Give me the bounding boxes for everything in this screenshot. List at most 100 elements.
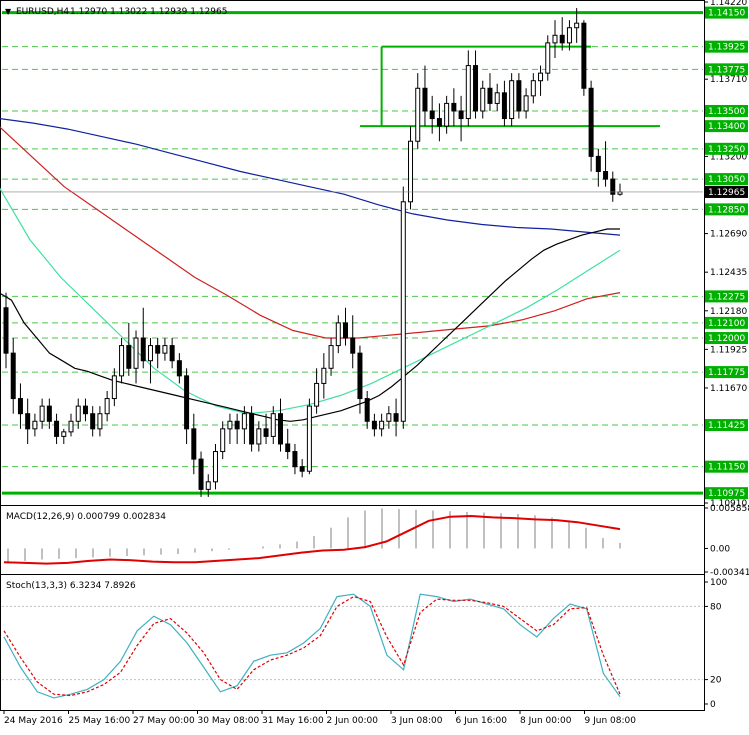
stoch-pane bbox=[2, 593, 703, 699]
time-tick-label: 31 May 16:00 bbox=[262, 716, 324, 726]
candle-body bbox=[176, 360, 182, 377]
level-label: 1.11425 bbox=[708, 421, 745, 431]
level-label-bg bbox=[705, 290, 748, 303]
candle-body bbox=[357, 352, 363, 400]
level-label-bg bbox=[705, 173, 748, 186]
candle-body bbox=[75, 405, 81, 422]
candle-body bbox=[617, 191, 623, 195]
candle-body bbox=[198, 458, 204, 490]
stoch-label: Stoch(13,3,3) 6.3234 7.8926 bbox=[6, 581, 136, 591]
candle-body bbox=[10, 352, 16, 400]
stoch-tick-label: 20 bbox=[710, 676, 722, 686]
level-label: 1.10975 bbox=[708, 489, 745, 499]
level-label: 1.12850 bbox=[708, 205, 745, 215]
level-label-bg bbox=[705, 40, 748, 53]
candle-body bbox=[487, 87, 493, 104]
candle-body bbox=[603, 171, 609, 180]
candle-body bbox=[581, 22, 587, 89]
time-tick-label: 8 Jun 00:00 bbox=[520, 716, 572, 726]
time-tick-label: 2 Jun 00:00 bbox=[327, 716, 379, 726]
candle-body bbox=[321, 367, 327, 384]
candle-body bbox=[436, 118, 442, 127]
candle-body bbox=[574, 22, 580, 29]
level-label: 1.11775 bbox=[708, 368, 745, 378]
price-tick-label: 1.12180 bbox=[710, 307, 747, 317]
macd-pane bbox=[3, 508, 621, 565]
time-tick-label: 3 Jun 08:00 bbox=[391, 716, 443, 726]
level-label: 1.13400 bbox=[708, 122, 745, 132]
candle-body bbox=[509, 80, 515, 120]
candle-body bbox=[184, 375, 190, 430]
level-label: 1.12275 bbox=[708, 292, 745, 302]
price-tick-label: 1.13200 bbox=[710, 152, 747, 162]
candle-body bbox=[61, 431, 67, 437]
stoch-main-line bbox=[3, 593, 621, 699]
level-label-bg bbox=[705, 6, 748, 19]
candle-body bbox=[566, 27, 572, 44]
candle-body bbox=[306, 405, 312, 472]
candle-body bbox=[90, 413, 96, 430]
price-tick-label: 1.13710 bbox=[710, 75, 747, 85]
stoch-tick-label: 80 bbox=[710, 602, 722, 612]
price-tick-label: 1.12690 bbox=[710, 230, 747, 240]
sma-red-line bbox=[0, 126, 621, 339]
level-label-bg bbox=[705, 120, 748, 133]
candle-body bbox=[473, 65, 479, 112]
time-tick-label: 24 May 2016 bbox=[4, 716, 63, 726]
level-label: 1.14150 bbox=[708, 9, 745, 19]
macd-tick-label: 0.005858 bbox=[710, 504, 749, 514]
level-label: 1.11150 bbox=[708, 463, 745, 473]
candle-body bbox=[277, 413, 283, 445]
price-pane bbox=[0, 8, 703, 497]
candle-body bbox=[371, 420, 377, 430]
candle-body bbox=[422, 87, 428, 112]
price-tick-label: 1.11670 bbox=[710, 384, 747, 394]
price-tick-label: 1.12435 bbox=[710, 268, 747, 278]
candle-body bbox=[501, 92, 507, 120]
candle-body bbox=[429, 110, 435, 120]
dropdown-arrow-icon[interactable]: ▼ bbox=[5, 7, 12, 16]
level-label-bg bbox=[705, 203, 748, 216]
time-tick-label: 30 May 08:00 bbox=[198, 716, 260, 726]
candle-body bbox=[415, 87, 421, 142]
candle-body bbox=[465, 65, 471, 120]
candle-body bbox=[162, 345, 168, 354]
axes: 1.14220 1.13710 1.13200 1.12690 1.12435 1.121… bbox=[3, 0, 749, 726]
candle-body bbox=[133, 337, 139, 369]
candle-body bbox=[400, 201, 406, 422]
candle-body bbox=[54, 420, 60, 437]
level-label: 1.13250 bbox=[708, 145, 745, 155]
candle-body bbox=[444, 102, 450, 127]
candle-body bbox=[335, 322, 341, 347]
candle-body bbox=[68, 420, 74, 433]
main-pane-frame bbox=[0, 0, 705, 506]
candle-body bbox=[191, 428, 197, 460]
candle-body bbox=[97, 413, 103, 430]
candle-body bbox=[610, 178, 616, 195]
ohlc-readout: 1.12970 1.13022 1.12939 1.12965 bbox=[70, 7, 227, 17]
candle-body bbox=[256, 428, 262, 445]
level-label-bg bbox=[705, 419, 748, 432]
candle-body bbox=[292, 451, 298, 468]
candle-body bbox=[523, 95, 529, 112]
macd-pane-frame bbox=[0, 505, 705, 575]
level-label-bg bbox=[705, 63, 748, 76]
candle-body bbox=[32, 420, 38, 430]
macd-tick-label: 0.00 bbox=[710, 544, 730, 554]
candle-body bbox=[545, 42, 551, 74]
candle-body bbox=[393, 413, 399, 422]
candle-body bbox=[169, 345, 175, 362]
candle-body bbox=[299, 466, 305, 472]
level-label: 1.13500 bbox=[708, 107, 745, 117]
candle-body bbox=[364, 398, 370, 422]
candle-body bbox=[126, 345, 132, 369]
current-price-label: 1.12965 bbox=[708, 188, 745, 198]
level-label-bg bbox=[705, 332, 748, 345]
candle-body bbox=[140, 337, 146, 362]
candle-body bbox=[285, 443, 291, 453]
candle-body bbox=[104, 398, 110, 415]
price-tick-label: 1.14220 bbox=[710, 0, 747, 8]
candle-body bbox=[552, 34, 558, 44]
